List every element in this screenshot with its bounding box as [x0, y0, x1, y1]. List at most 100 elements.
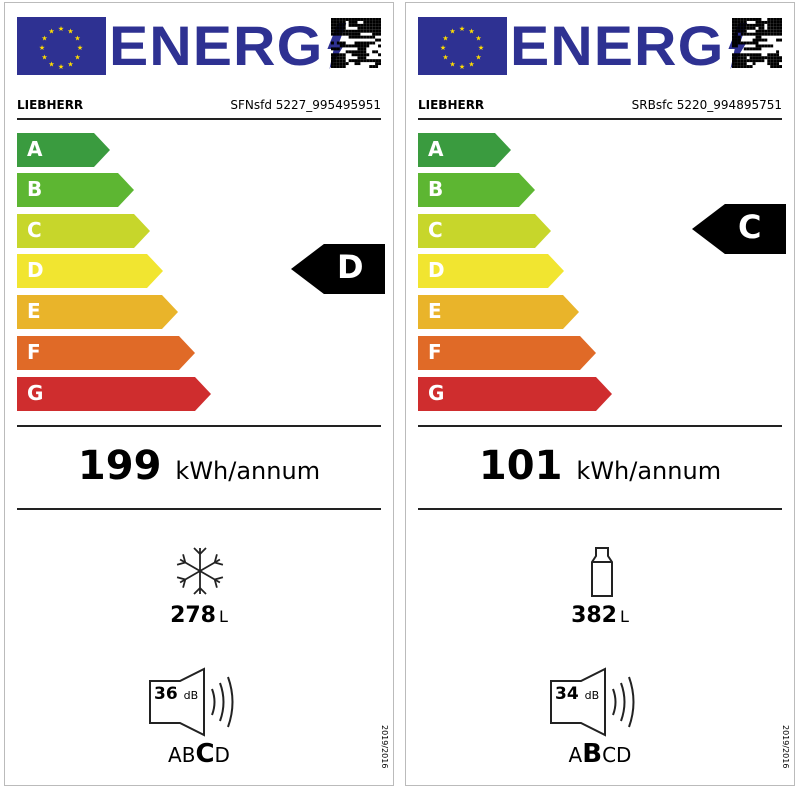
consumption-value: 199	[77, 443, 162, 489]
volume-value: 382	[571, 603, 617, 628]
energy-word: ENERG	[109, 14, 324, 77]
energy-word: ENERG	[510, 14, 725, 77]
svg-text:★: ★	[475, 35, 481, 43]
energy-consumption: 199 kWh/annum	[5, 443, 393, 489]
class-letter: B	[27, 177, 43, 201]
energy-class-bar-c: C	[418, 214, 551, 248]
divider	[17, 508, 381, 510]
volume-value: 278	[170, 603, 216, 628]
noise-unit: dB	[584, 689, 600, 702]
svg-text:★: ★	[442, 54, 448, 62]
svg-text:★: ★	[67, 28, 73, 36]
noise-value: 34	[555, 684, 579, 704]
svg-text:★: ★	[39, 44, 45, 52]
volume-unit: L	[620, 607, 629, 626]
svg-text:★: ★	[41, 54, 47, 62]
volume: 382 L	[406, 603, 794, 628]
energy-class-bar-f: F	[17, 336, 195, 370]
noise-class-d: D	[214, 743, 230, 767]
noise-level: 36 dB	[154, 684, 198, 704]
bottle-icon	[591, 547, 613, 597]
class-letter: D	[428, 258, 445, 282]
divider	[418, 118, 782, 120]
divider	[418, 508, 782, 510]
class-letter: D	[27, 258, 44, 282]
energy-consumption: 101 kWh/annum	[406, 443, 794, 489]
energy-class-bar-d: D	[17, 254, 163, 288]
class-letter: G	[27, 381, 44, 405]
qr-code-icon[interactable]	[732, 18, 782, 68]
class-letter: A	[428, 137, 444, 161]
regulation-number: 2019/2016	[380, 725, 389, 769]
noise-class-scale: ABCD	[406, 739, 794, 769]
indicator-letter: C	[738, 208, 762, 246]
energy-class-bar-b: B	[17, 173, 134, 207]
noise-class-a: A	[568, 743, 583, 767]
energy-title: ENERG	[510, 14, 748, 77]
volume: 278 L	[5, 603, 393, 628]
consumption-unit: kWh/annum	[576, 457, 722, 485]
energy-class-indicator: D	[291, 244, 385, 294]
svg-text:★: ★	[74, 54, 80, 62]
speaker-icon	[550, 667, 635, 737]
brand-name: LIEBHERR	[418, 98, 485, 112]
svg-text:★: ★	[48, 60, 54, 68]
noise-level: 34 dB	[555, 684, 599, 704]
energy-class-bar-c: C	[17, 214, 150, 248]
svg-text:★: ★	[41, 35, 47, 43]
indicator-letter: D	[337, 248, 364, 286]
svg-text:★: ★	[478, 44, 484, 52]
svg-text:★: ★	[475, 54, 481, 62]
brand-name: LIEBHERR	[17, 98, 84, 112]
svg-text:★: ★	[459, 25, 465, 33]
svg-text:★: ★	[58, 63, 64, 71]
svg-text:★: ★	[440, 44, 446, 52]
energy-label: ★ ★ ★ ★ ★ ★ ★ ★ ★ ★ ★ ★ ENERG LIEBHERR SRBsfc 5220_…	[405, 2, 795, 786]
volume-unit: L	[219, 607, 228, 626]
noise-class-d: D	[616, 743, 632, 767]
svg-text:★: ★	[77, 44, 83, 52]
eu-flag-icon: ★★★★★★★★★ ★ ★★	[17, 17, 106, 75]
class-letter: F	[27, 340, 41, 364]
svg-text:★: ★	[58, 25, 64, 33]
class-letter: A	[27, 137, 43, 161]
svg-text:★: ★	[468, 60, 474, 68]
svg-text:★: ★	[459, 63, 465, 71]
svg-text:★: ★	[67, 60, 73, 68]
energy-class-bar-f: F	[418, 336, 596, 370]
class-letter: G	[428, 381, 445, 405]
class-letter: C	[428, 218, 443, 242]
class-letter: F	[428, 340, 442, 364]
svg-text:★: ★	[74, 35, 80, 43]
energy-class-bar-e: E	[418, 295, 579, 329]
noise-class-scale: ABCD	[5, 739, 393, 769]
energy-class-indicator: C	[692, 204, 786, 254]
energy-class-bar-d: D	[418, 254, 564, 288]
divider	[418, 425, 782, 427]
energy-title: ENERG	[109, 14, 347, 77]
class-letter: E	[428, 299, 442, 323]
class-letter: E	[27, 299, 41, 323]
svg-text:★: ★	[468, 28, 474, 36]
consumption-value: 101	[478, 443, 563, 489]
model-number: SRBsfc 5220_994895751	[631, 98, 782, 112]
divider	[17, 425, 381, 427]
energy-class-bar-e: E	[17, 295, 178, 329]
noise-class-b: B	[582, 739, 603, 769]
noise-class-a: A	[168, 743, 182, 767]
svg-text:★: ★	[449, 28, 455, 36]
energy-class-bar-a: A	[418, 133, 511, 167]
noise-value: 36	[154, 684, 178, 704]
consumption-unit: kWh/annum	[175, 457, 321, 485]
energy-class-bar-g: G	[17, 377, 211, 411]
model-number: SFNsfd 5227_995495951	[230, 98, 381, 112]
class-letter: B	[428, 177, 444, 201]
energy-class-bar-a: A	[17, 133, 110, 167]
class-letter: C	[27, 218, 42, 242]
divider	[17, 118, 381, 120]
snowflake-icon	[176, 547, 224, 595]
noise-class-c: C	[195, 739, 215, 769]
qr-code-icon[interactable]	[331, 18, 381, 68]
regulation-number: 2019/2016	[781, 725, 790, 769]
eu-flag-icon: ★★★★★★★★★ ★ ★★	[418, 17, 507, 75]
